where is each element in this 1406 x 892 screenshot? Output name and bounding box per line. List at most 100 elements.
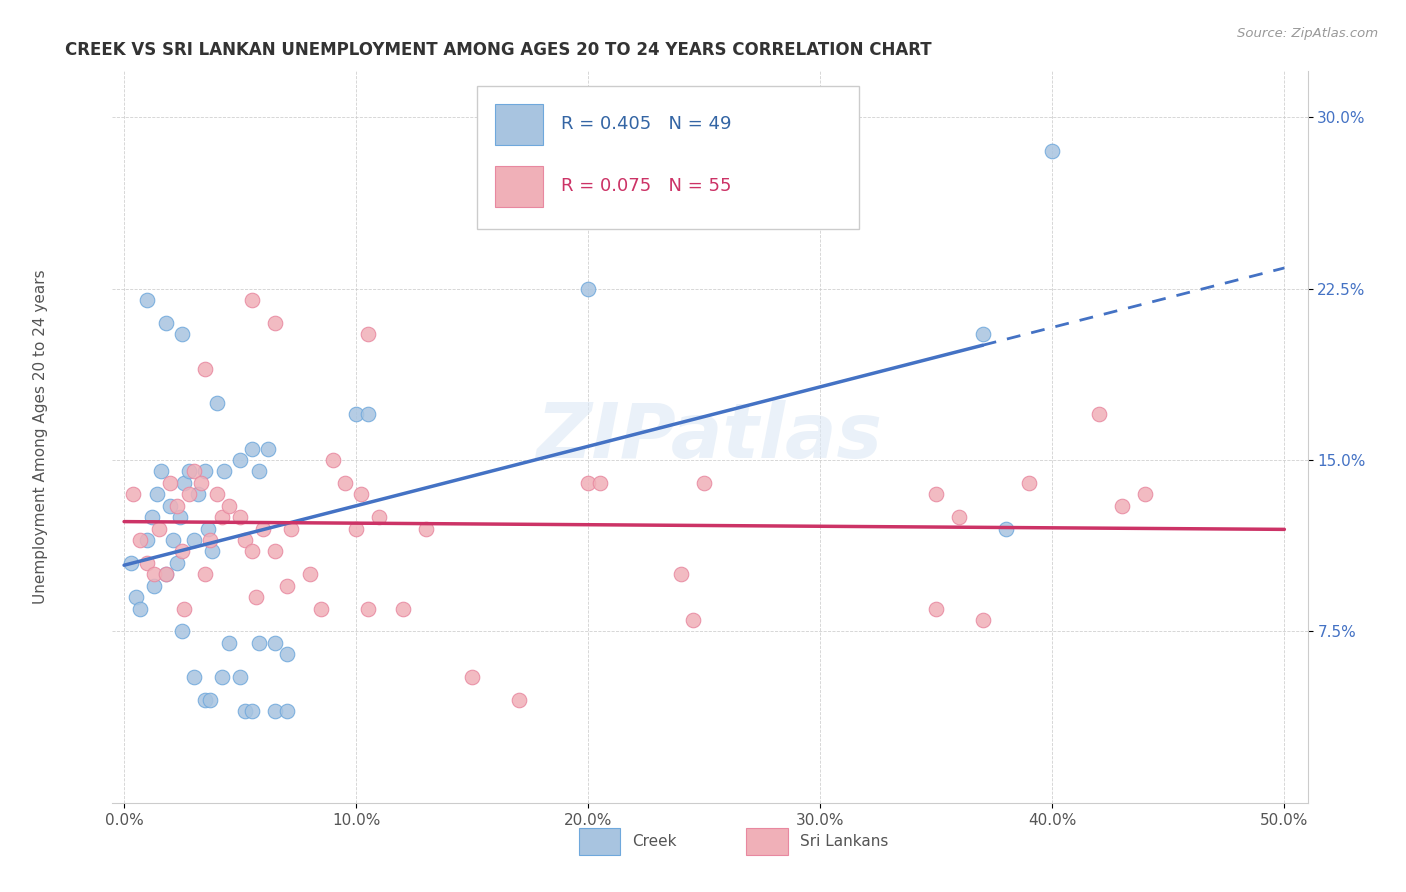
Point (141, 510, 163, 524)
Point (357, 601, 380, 615)
Point (1040, 145, 1063, 159)
Point (218, 636, 240, 650)
Point (368, 510, 391, 524)
Point (311, 601, 333, 615)
Point (187, 487, 209, 501)
Point (948, 510, 970, 524)
Point (972, 327, 994, 342)
Point (1087, 407, 1109, 421)
Point (264, 316, 287, 330)
Point (162, 533, 184, 547)
Point (229, 453, 252, 467)
FancyBboxPatch shape (495, 167, 543, 207)
Point (172, 327, 194, 342)
Point (589, 475, 612, 490)
Point (252, 521, 274, 535)
Point (218, 499, 240, 513)
Point (1018, 475, 1040, 490)
Point (205, 487, 228, 501)
Point (576, 281, 599, 295)
Point (247, 636, 270, 650)
Point (350, 487, 373, 501)
FancyBboxPatch shape (747, 828, 787, 855)
Point (276, 705, 298, 719)
Point (136, 533, 159, 547)
Point (276, 647, 298, 661)
Point (280, 521, 302, 535)
Point (1111, 499, 1133, 513)
Point (197, 521, 219, 535)
Point (257, 442, 280, 456)
Point (240, 293, 263, 307)
Point (177, 487, 200, 501)
Point (148, 521, 170, 535)
Point (143, 567, 166, 582)
Point (172, 544, 194, 558)
Point (212, 464, 235, 478)
Point (155, 567, 177, 582)
Point (172, 624, 194, 639)
Point (129, 533, 152, 547)
Point (247, 464, 270, 478)
Point (415, 521, 437, 535)
Text: CREEK VS SRI LANKAN UNEMPLOYMENT AMONG AGES 20 TO 24 YEARS CORRELATION CHART: CREEK VS SRI LANKAN UNEMPLOYMENT AMONG A… (65, 41, 931, 59)
Point (233, 533, 256, 547)
Point (693, 475, 716, 490)
Point (1133, 487, 1156, 501)
Point (925, 601, 948, 615)
Point (136, 556, 159, 570)
Point (276, 579, 298, 593)
Point (245, 590, 267, 604)
Point (198, 533, 221, 547)
Point (194, 464, 217, 478)
Text: R = 0.405   N = 49: R = 0.405 N = 49 (561, 115, 731, 133)
Point (201, 544, 224, 558)
Point (264, 544, 287, 558)
Point (122, 487, 145, 501)
Point (229, 670, 252, 684)
Point (136, 293, 159, 307)
Point (159, 499, 181, 513)
Point (298, 567, 321, 582)
Point (183, 464, 205, 478)
Point (173, 475, 195, 490)
Point (155, 567, 177, 582)
Point (576, 475, 599, 490)
Point (125, 590, 148, 604)
Point (391, 601, 413, 615)
Point (211, 670, 233, 684)
Point (169, 510, 191, 524)
Point (150, 464, 173, 478)
Point (190, 475, 212, 490)
Point (177, 464, 200, 478)
Point (508, 693, 530, 707)
Point (240, 705, 263, 719)
Point (240, 544, 263, 558)
Text: Creek: Creek (633, 834, 676, 849)
Point (194, 361, 217, 376)
Point (143, 579, 166, 593)
Point (211, 510, 233, 524)
Text: ZIPatlas: ZIPatlas (537, 401, 883, 474)
Text: R = 0.075   N = 55: R = 0.075 N = 55 (561, 178, 731, 195)
Point (322, 453, 344, 467)
Point (198, 693, 221, 707)
Point (233, 705, 256, 719)
Point (166, 556, 188, 570)
Point (925, 487, 948, 501)
Point (264, 636, 287, 650)
Point (120, 556, 142, 570)
Text: Sri Lankans: Sri Lankans (800, 834, 889, 849)
Point (972, 613, 994, 627)
Text: Unemployment Among Ages 20 to 24 years: Unemployment Among Ages 20 to 24 years (34, 269, 48, 605)
Point (183, 533, 205, 547)
Point (240, 442, 263, 456)
Point (357, 407, 380, 421)
Point (994, 521, 1017, 535)
Point (159, 475, 181, 490)
Point (682, 613, 704, 627)
FancyBboxPatch shape (579, 828, 620, 855)
Point (357, 327, 380, 342)
Point (173, 601, 195, 615)
Point (669, 567, 692, 582)
